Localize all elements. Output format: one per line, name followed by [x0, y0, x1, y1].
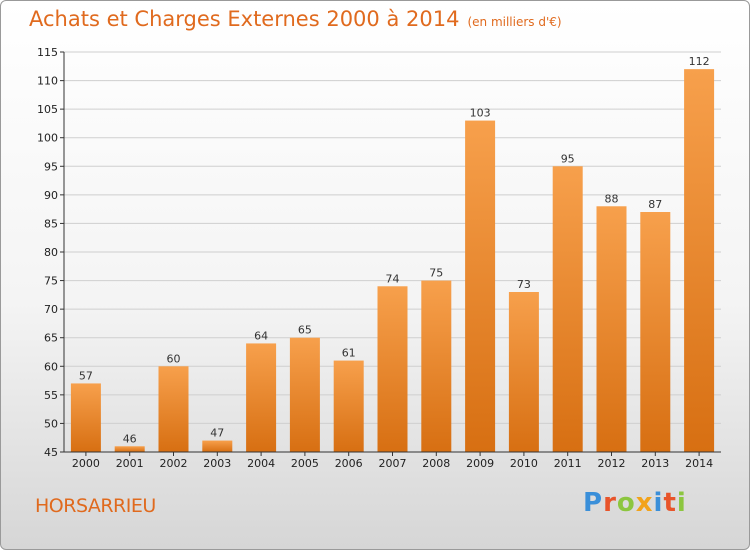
bar-value-label: 64 — [254, 329, 268, 342]
y-tick-label: 95 — [44, 160, 58, 173]
bar-value-label: 46 — [123, 432, 137, 445]
logo-letter: r — [603, 488, 617, 518]
logo-letter: i — [653, 488, 664, 518]
bars: 57 46 60 47 64 65 61 74 75 103 73 95 88 87 112 — [70, 55, 715, 453]
x-axis: 2000 2001 2002 2003 2004 2005 2006 2007 2008 2009… — [64, 451, 721, 470]
x-tick-label: 2005 — [291, 457, 319, 470]
logo-letter: o — [616, 488, 636, 518]
bar — [202, 440, 233, 452]
logo-letter: x — [635, 488, 654, 518]
y-tick-label: 70 — [44, 303, 58, 316]
proxiti-logo: Proxiti — [583, 488, 687, 518]
y-tick-label: 80 — [44, 246, 58, 259]
chart-title: Achats et Charges Externes 2000 à 2014 (e… — [29, 7, 562, 31]
logo-letter: t — [663, 488, 677, 518]
y-tick-label: 65 — [44, 332, 58, 345]
x-tick-label: 2010 — [510, 457, 538, 470]
x-tick-label: 2009 — [466, 457, 494, 470]
bar-value-label: 95 — [561, 152, 575, 165]
commune-name: HORSARRIEU — [35, 495, 156, 517]
bar-value-label: 75 — [429, 267, 443, 280]
bar — [552, 166, 583, 453]
bar — [596, 206, 627, 452]
x-tick-label: 2004 — [247, 457, 275, 470]
y-tick-label: 45 — [44, 446, 58, 459]
bar-value-label: 74 — [386, 272, 400, 285]
y-tick-label: 115 — [37, 46, 58, 59]
x-tick-label: 2012 — [598, 457, 626, 470]
chart-unit: (en milliers d'€) — [467, 15, 562, 29]
y-tick-label: 50 — [44, 417, 58, 430]
y-tick-label: 100 — [37, 132, 58, 145]
y-axis: 45 50 55 60 65 70 75 80 85 90 95 100 105 110 115 — [37, 46, 65, 459]
y-tick-label: 60 — [44, 360, 58, 373]
bar — [465, 120, 496, 453]
bar — [246, 343, 277, 452]
bar-value-label: 65 — [298, 324, 312, 337]
bar-value-label: 60 — [167, 352, 181, 365]
x-tick-label: 2000 — [72, 457, 100, 470]
bar — [377, 286, 408, 452]
x-tick-label: 2001 — [116, 457, 144, 470]
chart-title-text: Achats et Charges Externes 2000 à 2014 — [29, 7, 460, 31]
bar — [421, 280, 452, 452]
bar-value-label: 61 — [342, 347, 356, 360]
y-tick-label: 85 — [44, 217, 58, 230]
x-tick-label: 2003 — [203, 457, 231, 470]
y-tick-label: 55 — [44, 389, 58, 402]
bar — [114, 446, 145, 452]
x-tick-label: 2013 — [641, 457, 669, 470]
x-tick-label: 2007 — [379, 457, 407, 470]
bar-value-label: 87 — [648, 198, 662, 211]
bar-value-label: 112 — [689, 55, 710, 68]
bar-value-label: 88 — [605, 192, 619, 205]
y-tick-label: 90 — [44, 189, 58, 202]
bar-value-label: 47 — [210, 427, 224, 440]
logo-letter: P — [583, 488, 604, 518]
bar-value-label: 103 — [470, 107, 491, 120]
x-tick-label: 2014 — [685, 457, 713, 470]
y-tick-label: 75 — [44, 275, 58, 288]
x-tick-label: 2011 — [554, 457, 582, 470]
bar — [289, 337, 320, 452]
bar-value-label: 73 — [517, 278, 531, 291]
bar — [70, 383, 101, 452]
x-tick-label: 2008 — [422, 457, 450, 470]
bar — [508, 292, 539, 452]
bar — [158, 366, 189, 452]
bar — [333, 360, 364, 452]
y-tick-label: 110 — [37, 75, 58, 88]
x-tick-label: 2006 — [335, 457, 363, 470]
bar-value-label: 57 — [79, 369, 93, 382]
bar — [640, 212, 671, 452]
y-tick-label: 105 — [37, 103, 58, 116]
bar — [684, 69, 715, 453]
x-tick-label: 2002 — [160, 457, 188, 470]
logo-letter: i — [676, 488, 687, 518]
